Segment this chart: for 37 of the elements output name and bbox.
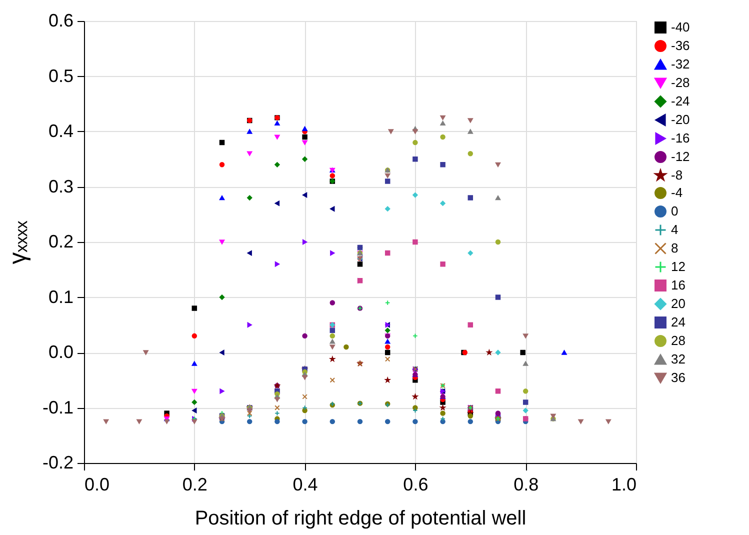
x-tick-label: 0.0 (84, 474, 110, 494)
y-axis-title: γₓₓₓₓ (4, 220, 32, 264)
x-tick-label: 0.2 (182, 474, 208, 494)
x-tick-label: 1.0 (611, 474, 636, 494)
legend-label: -28 (671, 75, 690, 90)
legend-label: 36 (671, 370, 686, 385)
legend-label: 0 (671, 204, 678, 218)
y-tick-label: 0.1 (48, 286, 74, 307)
y-tick-label: -0.2 (42, 452, 74, 472)
y-tick-label: 0.3 (48, 176, 74, 196)
y-tick-label: 0.5 (48, 66, 74, 86)
y-tick-label: 0.2 (48, 232, 74, 252)
legend-label: -12 (671, 149, 690, 164)
legend-label: 4 (671, 222, 678, 237)
legend-label: 24 (671, 314, 686, 330)
legend-label: 32 (671, 352, 686, 366)
x-tick-label: 0.4 (292, 474, 318, 494)
legend-label: 12 (671, 259, 686, 274)
y-tick-label: 0.0 (48, 342, 74, 362)
legend-label: -4 (671, 185, 683, 200)
legend-label: -24 (671, 94, 690, 108)
x-axis-title: Position of right edge of potential well (194, 508, 526, 530)
legend-label: -20 (671, 112, 690, 127)
y-tick-label: 0.4 (48, 121, 74, 141)
legend-label: -32 (671, 56, 690, 72)
x-tick-label: 0.6 (403, 474, 428, 494)
legend-label: 8 (671, 240, 678, 256)
legend-label: 16 (671, 278, 686, 292)
legend-label: 28 (671, 333, 686, 348)
legend-label: -8 (671, 168, 683, 182)
legend-label: -40 (671, 20, 690, 34)
x-tick-label: 0.8 (514, 474, 539, 494)
legend-label: -36 (671, 38, 690, 53)
y-tick-label: -0.1 (42, 397, 74, 418)
legend-label: -16 (671, 130, 690, 146)
y-tick-label: 0.6 (48, 10, 74, 30)
legend-label: 20 (671, 296, 686, 311)
